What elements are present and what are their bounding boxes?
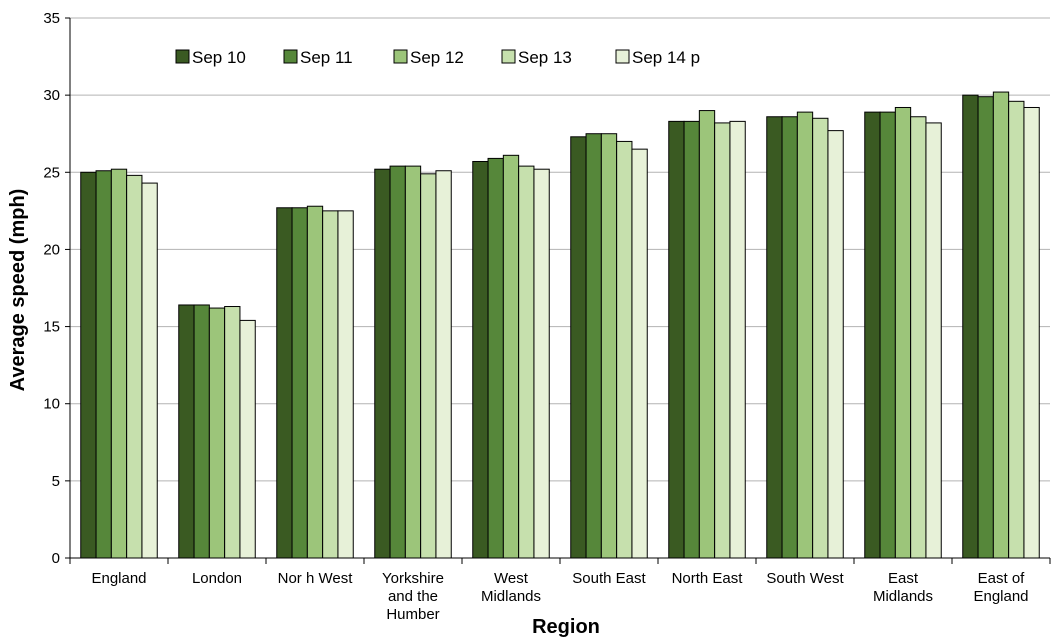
x-category-label: and the: [388, 588, 438, 605]
bar: [178, 304, 195, 559]
bar: [729, 120, 746, 559]
bar: [502, 154, 520, 559]
bar: [533, 168, 550, 559]
bar: [420, 173, 437, 559]
x-category-label: South West: [766, 570, 844, 587]
bar: [208, 307, 226, 559]
bar: [714, 122, 731, 559]
bar: [698, 110, 716, 559]
bar: [472, 160, 489, 559]
bar: [276, 207, 293, 559]
bar: [864, 111, 881, 559]
legend-label: Sep 11: [300, 48, 353, 67]
x-category-label: Midlands: [481, 588, 541, 605]
legend-label: Sep 10: [192, 48, 246, 67]
bar: [322, 210, 339, 559]
x-axis-title: Region: [532, 616, 600, 638]
x-category-label: Yorkshire: [382, 570, 444, 587]
bar: [781, 116, 798, 559]
bar: [80, 171, 97, 559]
bar: [585, 133, 602, 559]
y-tick-label: 30: [43, 87, 60, 104]
bar: [812, 117, 829, 559]
bar: [126, 174, 143, 559]
bar: [668, 120, 685, 559]
bar: [193, 304, 210, 559]
y-tick-label: 25: [43, 164, 60, 181]
bar: [518, 165, 535, 559]
bar: [600, 133, 618, 559]
bar: [631, 148, 648, 559]
y-tick-labels: 0 5 10 15 20 25 30 35: [43, 10, 70, 567]
bars: [80, 91, 1040, 559]
bar: [962, 94, 979, 559]
y-tick-label: 15: [43, 319, 60, 336]
x-category-label: East of: [978, 570, 1026, 587]
y-tick-label: 5: [52, 473, 60, 490]
bar: [337, 210, 354, 559]
bar: [141, 182, 158, 559]
bar: [239, 319, 256, 559]
bar: [683, 120, 700, 559]
bar: [404, 165, 422, 559]
x-category-label: West: [494, 570, 529, 587]
bar: [1023, 106, 1040, 559]
legend-label: Sep 12: [410, 48, 464, 67]
bar: [827, 130, 844, 559]
x-category-label: Midlands: [873, 588, 933, 605]
bar: [910, 116, 927, 559]
bar: [616, 140, 633, 559]
bar: [110, 168, 128, 559]
y-tick-label: 20: [43, 241, 60, 258]
bar: [224, 306, 241, 559]
bar: [487, 157, 504, 559]
bar: [1008, 100, 1025, 559]
x-category-label: East: [888, 570, 919, 587]
legend-swatch: [501, 49, 516, 64]
bar: [95, 170, 112, 559]
bar: [389, 165, 406, 559]
x-category-label: Humber: [386, 606, 439, 623]
bar: [894, 106, 912, 559]
x-category-label: England: [973, 588, 1028, 605]
x-category-label: England: [91, 570, 146, 587]
legend-swatch: [175, 49, 190, 64]
bar: [306, 205, 324, 559]
x-category-label: Nor h West: [278, 570, 354, 587]
bar: [879, 111, 896, 559]
legend-label: Sep 13: [518, 48, 572, 67]
y-tick-label: 0: [52, 550, 60, 567]
bar: [291, 207, 308, 559]
bar: [766, 116, 783, 559]
legend-swatch: [615, 49, 630, 64]
legend-label: Sep 14 p: [632, 48, 700, 67]
x-category-label: South East: [572, 570, 646, 587]
bar: [925, 122, 942, 559]
y-tick-label: 35: [43, 10, 60, 27]
x-category-label: North East: [672, 570, 744, 587]
y-axis-title: Average speed (mph): [7, 189, 29, 392]
x-category-label: London: [192, 570, 242, 587]
legend-swatch: [283, 49, 298, 64]
legend-swatch: [393, 49, 408, 64]
bar: [435, 170, 452, 559]
bar: [992, 91, 1010, 559]
legend: Sep 10 Sep 11 Sep 12 Sep 13 Sep 14 p: [175, 48, 700, 67]
y-tick-label: 10: [43, 396, 60, 413]
bar: [977, 96, 994, 559]
bar: [374, 168, 391, 559]
bar: [796, 111, 814, 559]
bar: [570, 136, 587, 559]
axes: [69, 18, 1051, 564]
